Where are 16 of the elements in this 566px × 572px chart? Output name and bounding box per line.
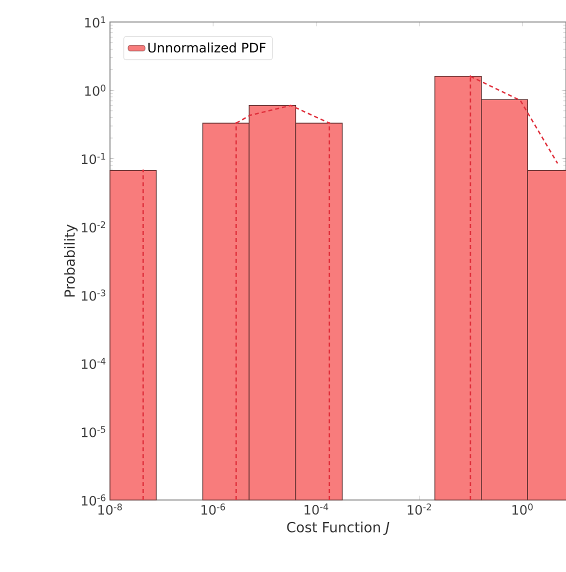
y-tick-label: 10$^{0}$: [85, 84, 106, 96]
x-tick-label: 10$^{-8}$: [98, 504, 122, 515]
y-tick-label: 10$^{-5}$: [82, 426, 106, 438]
y-tick-label: 10$^{-2}$: [82, 221, 106, 232]
x-tick-label: 10$^{-2}$: [408, 504, 431, 515]
y-tick-label: 10$^{1}$: [85, 16, 106, 28]
y-tick-label: 10$^{-3}$: [82, 290, 106, 301]
y-tick-label: 10$^{-6}$: [82, 494, 106, 506]
y-axis-title: Probability: [64, 224, 78, 296]
x-axis-title: Cost Function J: [287, 522, 390, 536]
x-tick-label: 10$^{-6}$: [202, 504, 226, 515]
x-tick-label: 10$^{-4}$: [304, 504, 328, 515]
y-tick-label: 10$^{-4}$: [82, 358, 106, 369]
y-tick-label: 10$^{-1}$: [82, 153, 106, 164]
x-tick-label: 10$^{0}$: [512, 504, 533, 515]
legend-label: Unnormalized PDF: [148, 42, 266, 53]
